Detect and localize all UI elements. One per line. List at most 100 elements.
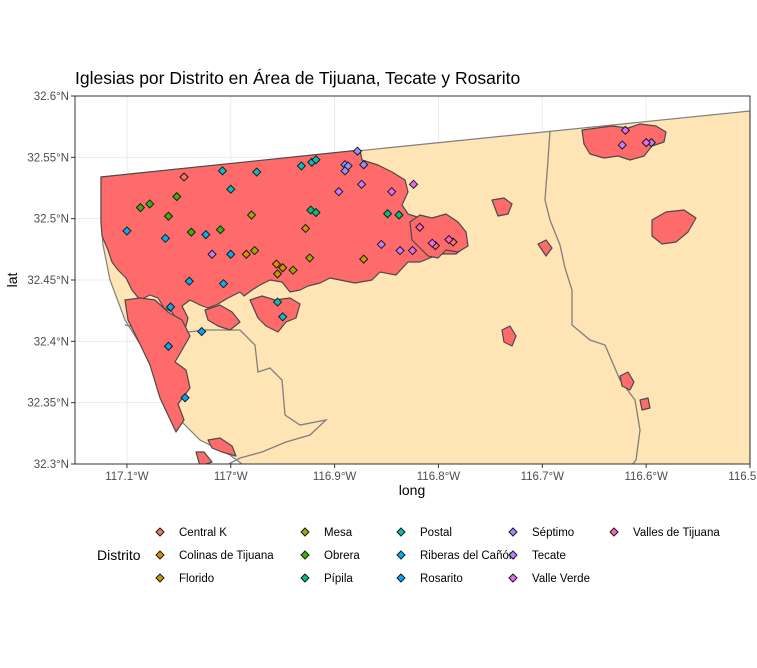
legend-label-5: Pípila [324, 573, 353, 585]
legend-key-2 [155, 573, 165, 583]
chart-title: Iglesias por Distrito en Área de Tijuana… [75, 68, 520, 88]
legend-label-1: Colinas de Tijuana [179, 550, 274, 562]
legend-label-8: Rosarito [420, 573, 463, 585]
legend-label-3: Mesa [324, 527, 353, 539]
church-marker-9-0 [352, 146, 363, 156]
y-tick-label-0: 32.3°N [34, 459, 69, 471]
church-marker-1-0 [241, 249, 252, 259]
church-marker-2-2 [300, 223, 311, 234]
legend-key-5 [300, 573, 310, 583]
y-axis-title: lat [4, 273, 20, 288]
legend-label-10: Tecate [532, 550, 566, 562]
church-marker-11-3 [407, 245, 418, 256]
church-marker-6-7 [277, 312, 288, 322]
x-tick-label-6: 116.5°W [728, 471, 757, 483]
church-marker-8-1 [180, 393, 190, 403]
legend-key-4 [300, 550, 310, 560]
legend-key-1 [155, 550, 165, 560]
urban-area-south [207, 437, 237, 457]
church-marker-4-0 [135, 202, 146, 213]
legend-key-10 [508, 550, 518, 560]
church-marker-8-3 [226, 249, 236, 259]
church-marker-2-0 [277, 263, 288, 273]
church-markers [122, 125, 657, 403]
urban-area-east [409, 213, 469, 259]
church-marker-11-2 [427, 238, 437, 248]
legend-key-9 [508, 527, 518, 537]
church-marker-6-2 [311, 155, 321, 165]
church-marker-11-5 [641, 137, 651, 148]
legend: Distrito Central K Colinas de Tijuana Flor… [97, 527, 720, 585]
x-tick-label-3: 116.8°W [417, 471, 461, 483]
church-marker-10-2 [376, 239, 387, 250]
church-marker-11-1 [408, 179, 419, 190]
y-tick-label-3: 32.45°N [27, 275, 69, 287]
legend-key-11 [508, 573, 518, 583]
church-marker-7-4 [218, 278, 229, 289]
church-marker-10-6 [207, 249, 217, 259]
y-tick-label-5: 32.55°N [27, 152, 69, 164]
church-marker-4-1 [145, 199, 155, 209]
church-marker-1-1 [271, 259, 282, 269]
church-marker-5-1 [311, 207, 321, 218]
legend-key-12 [609, 527, 619, 537]
church-marker-4-5 [215, 224, 226, 235]
church-marker-7-5 [165, 302, 176, 312]
church-marker-6-3 [252, 167, 262, 177]
church-marker-8-0 [163, 341, 174, 351]
urban-area-mid-2 [204, 304, 241, 331]
urban-area-south-2 [195, 451, 213, 464]
urban-area-east-7 [639, 397, 651, 411]
church-marker-11-4 [620, 125, 631, 136]
y-axis: 32.3°N 32.35°N 32.4°N 32.45°N 32.5°N 32.55°N 3… [27, 91, 75, 471]
x-tick-label-1: 117°W [214, 471, 248, 483]
legend-label-7: Riberas del Cañón [420, 550, 515, 562]
urban-area-east-4 [501, 325, 517, 347]
legend-label-11: Valle Verde [532, 573, 590, 585]
legend-label-4: Obrera [324, 550, 360, 562]
church-marker-0-0 [179, 172, 189, 182]
church-marker-4-4 [186, 227, 197, 237]
church-marker-6-0 [296, 161, 307, 171]
urban-area-mid [249, 295, 301, 333]
church-marker-2-1 [272, 269, 283, 279]
urban-area-east-3 [491, 197, 513, 217]
legend-key-8 [396, 573, 406, 583]
legend-key-7 [396, 550, 406, 560]
urban-area-east-6 [537, 239, 553, 257]
church-marker-9-3 [340, 166, 350, 176]
church-marker-7-3 [201, 229, 211, 240]
y-tick-label-1: 32.35°N [27, 398, 69, 410]
church-marker-6-4 [217, 166, 228, 176]
y-tick-label-4: 32.5°N [34, 214, 69, 226]
church-marker-12-1 [444, 234, 454, 245]
church-marker-3-0 [246, 210, 257, 220]
legend-label-9: Séptimo [532, 527, 574, 539]
legend-key-0 [155, 527, 165, 537]
church-marker-7-0 [122, 226, 132, 236]
legend-title: Distrito [97, 547, 141, 563]
church-marker-5-3 [394, 210, 404, 220]
y-tick-label-6: 32.6°N [34, 91, 69, 103]
church-marker-12-0 [415, 222, 425, 232]
church-marker-3-2 [304, 253, 315, 263]
legend-items: Central K Colinas de Tijuana Florido Mesa Ob… [155, 527, 720, 585]
church-marker-3-1 [249, 245, 260, 256]
legend-label-0: Central K [179, 527, 227, 539]
legend-key-6 [396, 527, 406, 537]
church-marker-4-2 [163, 211, 174, 221]
legend-label-6: Postal [420, 527, 452, 539]
church-marker-10-4 [617, 140, 627, 150]
municipal-boundary [544, 130, 641, 464]
urban-area-rosarito [124, 297, 191, 433]
church-marker-6-5 [226, 184, 236, 194]
urban-area-east-5 [619, 371, 635, 391]
y-tick-label-2: 32.4°N [34, 336, 69, 348]
church-marker-5-2 [382, 209, 393, 219]
church-marker-7-1 [160, 233, 171, 244]
church-marker-5-0 [306, 205, 316, 215]
legend-label-2: Florido [179, 573, 214, 585]
church-marker-2-3 [358, 254, 369, 264]
legend-label-12: Valles de Tijuana [633, 527, 720, 539]
